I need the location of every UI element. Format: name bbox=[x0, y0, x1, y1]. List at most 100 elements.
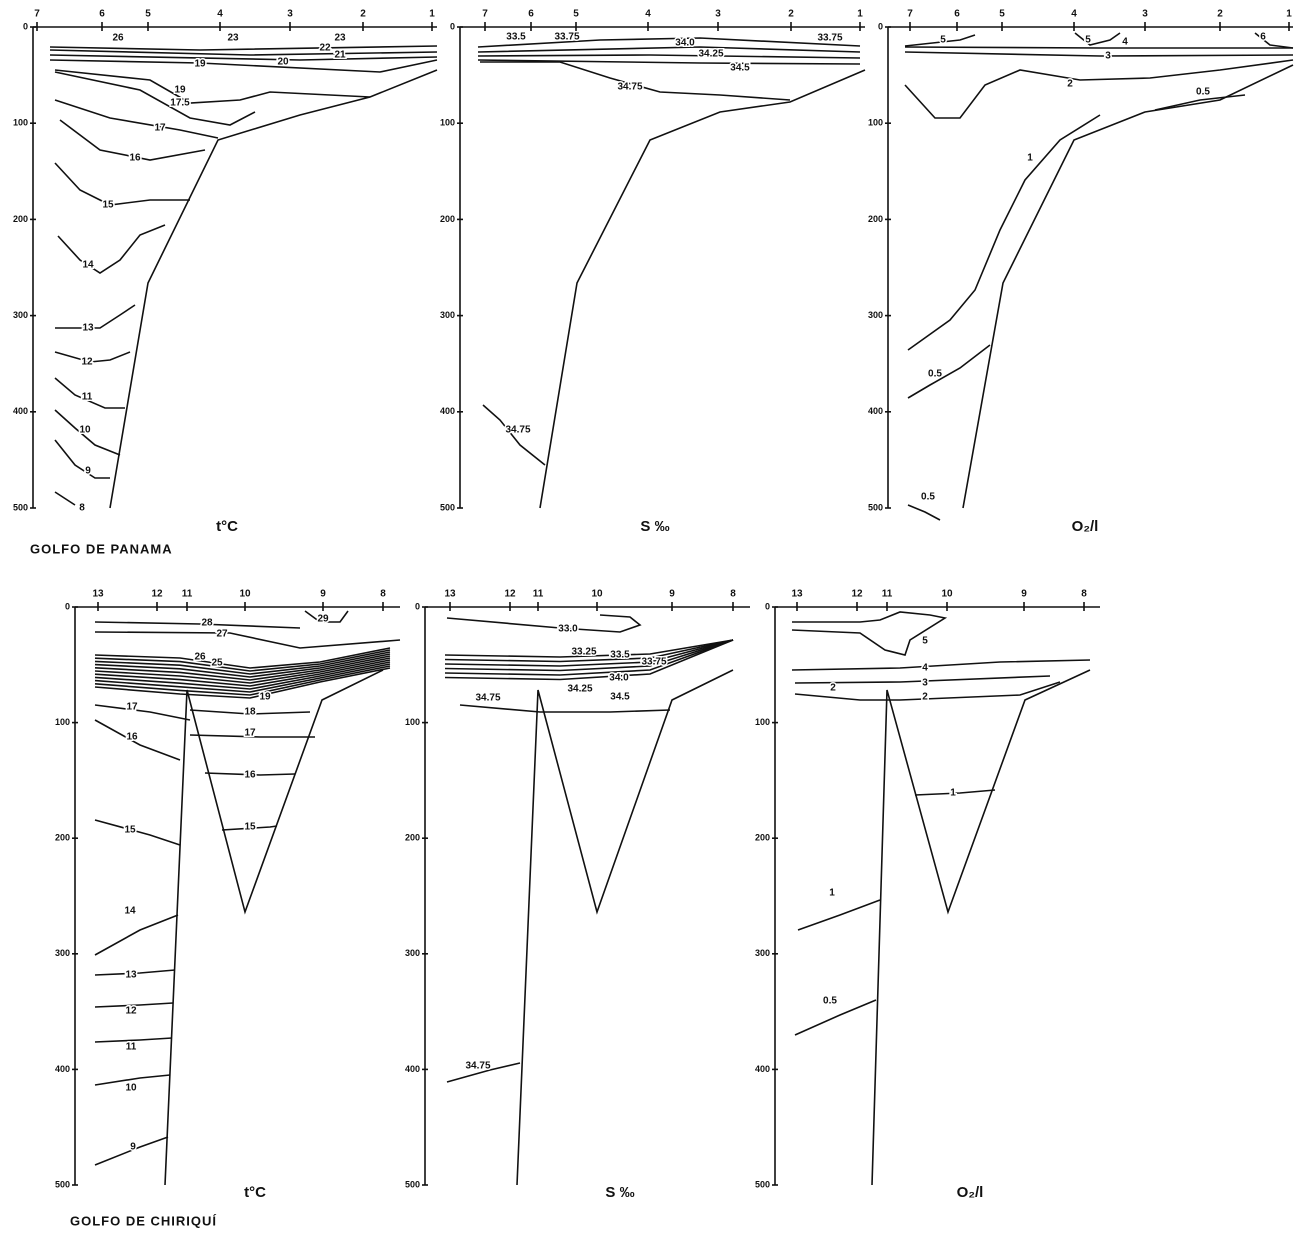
station-label: 1 bbox=[429, 9, 435, 20]
contour-label: 22 bbox=[319, 43, 331, 54]
contour-line bbox=[94, 663, 391, 693]
station-label: 12 bbox=[151, 589, 163, 600]
contour-line bbox=[94, 649, 391, 672]
contour-line bbox=[54, 162, 190, 206]
station-label: 13 bbox=[791, 589, 803, 600]
sea-floor bbox=[516, 669, 734, 1186]
contour-label: 16 bbox=[244, 770, 256, 781]
contour-line bbox=[49, 45, 438, 51]
contour-label: 2 bbox=[1067, 79, 1073, 90]
depth-tick-label: 0 bbox=[65, 601, 70, 611]
contour-line bbox=[444, 639, 734, 667]
depth-tick-label: 0 bbox=[765, 601, 770, 611]
depth-tick-label: 100 bbox=[405, 717, 420, 727]
contour-label: 33.5 bbox=[610, 650, 630, 661]
contour-line bbox=[94, 1037, 173, 1043]
station-label: 2 bbox=[1217, 9, 1223, 20]
depth-tick-label: 300 bbox=[13, 310, 28, 320]
depth-tick-label: 200 bbox=[755, 833, 770, 843]
contour-label: 12 bbox=[81, 357, 93, 368]
contour-line bbox=[304, 610, 349, 623]
region-label: GOLFO DE CHIRIQUÍ bbox=[70, 1213, 217, 1228]
depth-tick-label: 200 bbox=[440, 214, 455, 224]
depth-tick-label: 300 bbox=[405, 948, 420, 958]
contour-line bbox=[94, 667, 391, 699]
depth-tick-label: 300 bbox=[440, 310, 455, 320]
contour-line bbox=[49, 49, 438, 56]
contour-label: 5 bbox=[922, 636, 928, 647]
contour-line bbox=[907, 114, 1101, 351]
depth-tick-label: 200 bbox=[868, 214, 883, 224]
sea-floor bbox=[962, 64, 1294, 509]
contour-line bbox=[477, 46, 861, 53]
contour-line bbox=[446, 1062, 521, 1083]
contour-label: 14 bbox=[82, 260, 94, 271]
depth-tick-label: 0 bbox=[450, 21, 455, 31]
station-label: 8 bbox=[730, 589, 736, 600]
contour-line bbox=[444, 639, 734, 663]
contour-line bbox=[94, 657, 391, 684]
station-label: 13 bbox=[444, 589, 456, 600]
station-label: 1 bbox=[1286, 9, 1292, 20]
depth-tick-label: 300 bbox=[755, 948, 770, 958]
contour-label: 34.25 bbox=[698, 49, 723, 60]
contour-line bbox=[204, 772, 296, 776]
contour-line bbox=[444, 639, 734, 676]
contour-label: 15 bbox=[102, 200, 114, 211]
contour-line bbox=[54, 377, 125, 409]
contour-line bbox=[94, 621, 301, 629]
contour-line bbox=[94, 665, 391, 696]
contour-line bbox=[904, 51, 1294, 57]
station-label: 9 bbox=[1021, 589, 1027, 600]
contour-line bbox=[55, 304, 136, 329]
contour-label: 0.5 bbox=[921, 492, 935, 503]
contour-label: 19 bbox=[259, 692, 271, 703]
contour-label: 12 bbox=[125, 1006, 137, 1017]
contour-label: 6 bbox=[1260, 32, 1266, 43]
contour-line bbox=[907, 344, 991, 399]
contour-label: 34.25 bbox=[567, 684, 592, 695]
station-label: 6 bbox=[99, 9, 105, 20]
contour-line bbox=[794, 999, 877, 1036]
contour-label: 4 bbox=[1122, 37, 1128, 48]
contour-label: 5 bbox=[940, 35, 946, 46]
contour-line bbox=[904, 46, 1293, 49]
contour-label: 20 bbox=[277, 57, 289, 68]
sea-floor bbox=[539, 69, 866, 509]
contour-line bbox=[477, 54, 861, 59]
contour-line bbox=[94, 914, 179, 956]
station-label: 5 bbox=[145, 9, 151, 20]
sea-floor bbox=[109, 69, 438, 509]
contour-line bbox=[477, 37, 861, 48]
contour-line bbox=[797, 899, 881, 931]
depth-tick-label: 200 bbox=[55, 833, 70, 843]
contour-label: 26 bbox=[194, 652, 206, 663]
depth-tick-label: 400 bbox=[868, 406, 883, 416]
depth-tick-label: 100 bbox=[868, 118, 883, 128]
contour-label: 33.5 bbox=[506, 32, 526, 43]
contour-line bbox=[444, 639, 734, 658]
contour-label: 10 bbox=[125, 1083, 137, 1094]
depth-tick-label: 400 bbox=[13, 406, 28, 416]
station-label: 10 bbox=[591, 589, 603, 600]
contour-label: 16 bbox=[129, 153, 141, 164]
contour-label: 15 bbox=[124, 825, 136, 836]
depth-tick-label: 400 bbox=[405, 1064, 420, 1074]
contour-line bbox=[907, 504, 941, 521]
contour-label: 27 bbox=[216, 629, 228, 640]
contour-label: 4 bbox=[922, 663, 928, 674]
contour-line bbox=[1254, 32, 1294, 49]
station-label: 11 bbox=[882, 589, 893, 600]
contour-label: 13 bbox=[125, 970, 137, 981]
contour-label: 26 bbox=[112, 33, 124, 44]
depth-tick-label: 0 bbox=[415, 601, 420, 611]
station-label: 11 bbox=[533, 589, 544, 600]
depth-tick-label: 400 bbox=[440, 406, 455, 416]
contour-line bbox=[59, 119, 206, 161]
contour-label: 25 bbox=[211, 658, 223, 669]
contour-label: 10 bbox=[79, 425, 91, 436]
contour-line bbox=[54, 99, 219, 139]
contour-line bbox=[54, 491, 76, 506]
station-label: 4 bbox=[217, 9, 223, 20]
contour-line bbox=[459, 704, 671, 713]
